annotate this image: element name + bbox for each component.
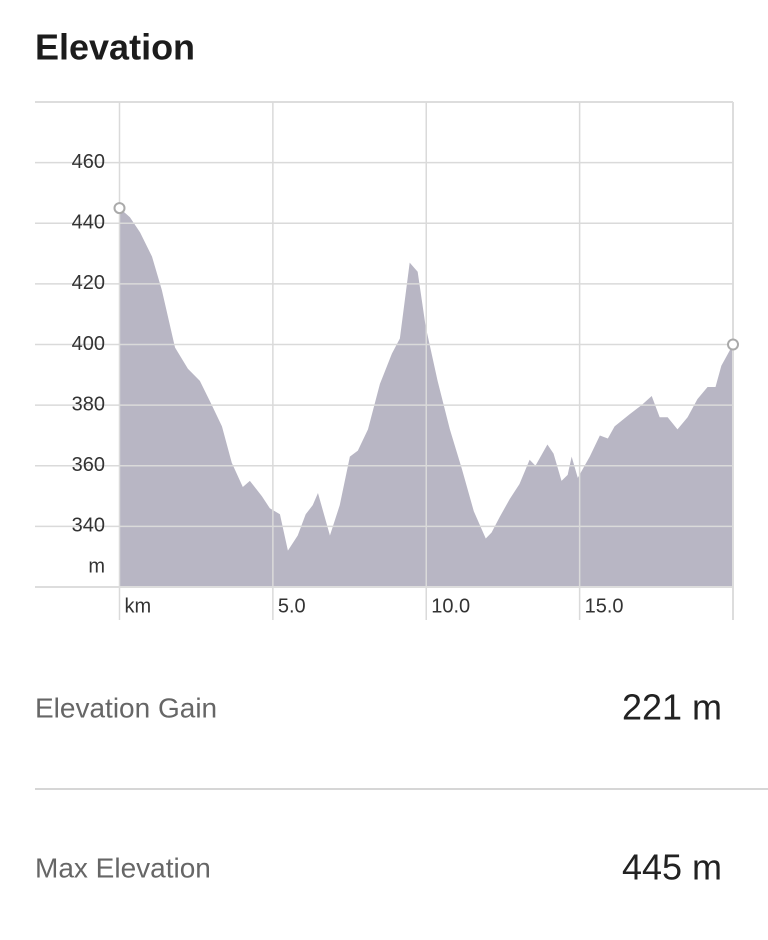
x-tick-label: 5.0 (278, 595, 306, 617)
stat-label: Elevation Gain (35, 692, 217, 723)
end-marker (727, 338, 739, 351)
start-marker (113, 202, 126, 215)
y-tick-label: 380 (72, 393, 105, 415)
y-unit: m (88, 555, 105, 577)
y-tick-label: 420 (72, 272, 105, 294)
stat-label: Max Elevation (35, 852, 211, 883)
stat-value: 445 m (622, 847, 722, 888)
x-tick-label: 10.0 (431, 595, 470, 617)
y-tick-label: 460 (72, 151, 105, 173)
y-tick-label: 440 (72, 212, 105, 234)
stat-value: 221 m (622, 687, 722, 728)
y-tick-label: 340 (72, 515, 105, 537)
y-tick-label: 360 (72, 454, 105, 476)
section-title: Elevation (35, 27, 195, 68)
x-tick-label: km (125, 595, 152, 617)
y-tick-label: 400 (72, 333, 105, 355)
x-tick-label: 15.0 (585, 595, 624, 617)
